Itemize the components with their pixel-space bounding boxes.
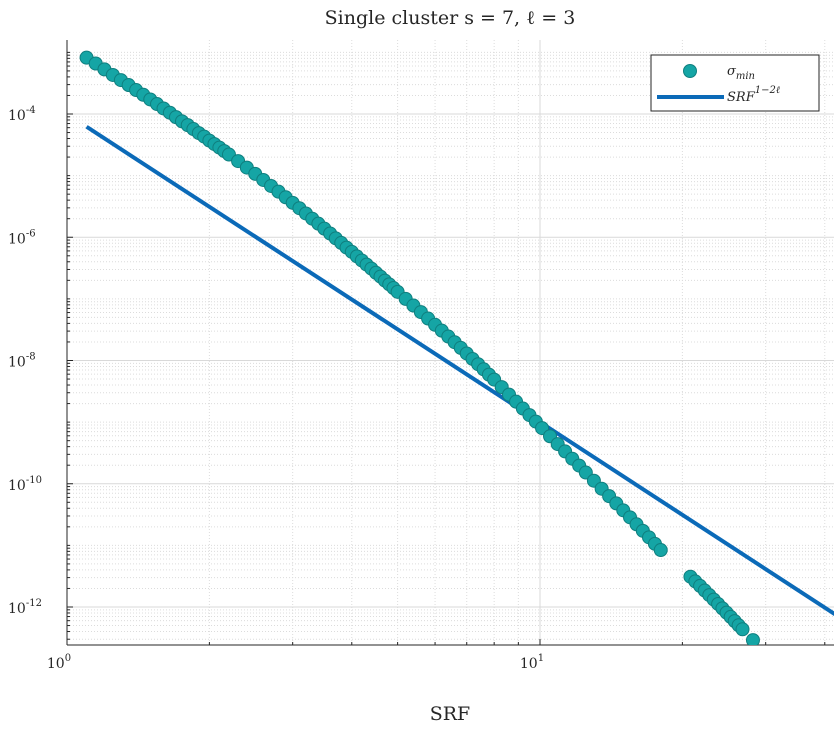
data-point-sigma-min — [797, 688, 810, 701]
x-tick-label: 101 — [520, 653, 544, 672]
y-tick-label-base: 10 — [8, 231, 26, 247]
x-tick-label-base: 10 — [520, 656, 538, 672]
y-tick-label-exponent: -4 — [26, 105, 36, 116]
y-tick-label-exponent: -12 — [26, 598, 42, 609]
legend-label-srf-sup: 1−2ℓ — [755, 85, 780, 96]
y-tick-label: 10-6 — [8, 228, 36, 247]
data-point-sigma-min — [745, 633, 760, 645]
legend-label-sigma-main: σ — [727, 64, 737, 79]
y-tick-label: 10-10 — [8, 475, 42, 494]
y-tick-label-base: 10 — [8, 355, 26, 371]
y-tick-label: 10-12 — [8, 598, 42, 617]
legend-label-sigma-min: σmin — [727, 64, 755, 82]
y-tick-label-exponent: -10 — [26, 475, 42, 486]
x-tick-label: 100 — [47, 653, 71, 672]
data-point-sigma-min — [653, 543, 668, 558]
y-tick-label-exponent: -8 — [26, 352, 36, 363]
y-tick-label-base: 10 — [8, 478, 26, 494]
y-tick-label: 10-8 — [8, 352, 36, 371]
x-axis-title: SRF — [430, 703, 471, 725]
data-point-sigma-min — [813, 706, 826, 719]
legend-label-sigma-sub: min — [736, 71, 755, 82]
x-tick-label-exponent: 1 — [538, 653, 544, 664]
data-point-sigma-min — [805, 698, 818, 711]
y-tick-label: 10-4 — [8, 105, 36, 124]
axes-layer — [66, 40, 834, 646]
data-point-sigma-min — [818, 711, 831, 724]
legend-box — [650, 54, 820, 112]
data-point-sigma-min — [776, 664, 789, 677]
y-tick-label-base: 10 — [8, 108, 26, 124]
legend-marker-sigma-min — [683, 64, 697, 78]
line-layer — [85, 125, 834, 616]
x-tick-label-base: 10 — [47, 656, 65, 672]
data-point-sigma-min — [758, 646, 771, 659]
series-line-srf — [85, 125, 834, 616]
y-tick-label-base: 10 — [8, 601, 26, 617]
data-point-sigma-min — [735, 622, 750, 637]
legend-label-srf: SRF1−2ℓ — [727, 85, 780, 105]
x-tick-label-exponent: 0 — [65, 653, 71, 664]
legend-label-srf-main: SRF — [727, 90, 756, 105]
chart-title: Single cluster s = 7, ℓ = 3 — [325, 7, 576, 29]
legend: σmin SRF1−2ℓ — [650, 54, 820, 112]
y-tick-label-exponent: -6 — [26, 228, 36, 239]
points-layer — [79, 50, 831, 724]
